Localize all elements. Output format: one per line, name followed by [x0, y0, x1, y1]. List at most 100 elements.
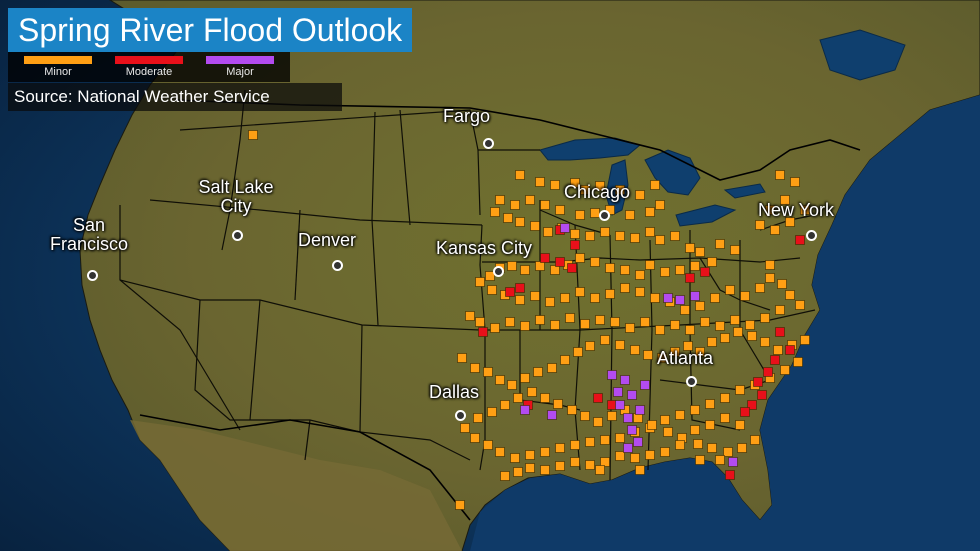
city-label-dallas: Dallas [429, 382, 480, 402]
minor-flood-marker [630, 233, 640, 243]
minor-flood-marker [525, 450, 535, 460]
minor-flood-marker [723, 447, 733, 457]
city-marker-salt-lake-city [232, 230, 243, 241]
minor-flood-marker [707, 443, 717, 453]
minor-flood-marker [585, 437, 595, 447]
minor-flood-marker [745, 320, 755, 330]
minor-flood-marker [635, 465, 645, 475]
legend-swatch-major [206, 56, 274, 64]
minor-flood-marker [760, 313, 770, 323]
canada-us-border [174, 99, 861, 181]
minor-flood-marker [720, 413, 730, 423]
minor-flood-marker [710, 293, 720, 303]
minor-flood-marker [595, 465, 605, 475]
minor-flood-marker [600, 457, 610, 467]
minor-flood-marker [585, 341, 595, 351]
minor-flood-marker [565, 313, 575, 323]
legend: Minor Moderate Major [8, 52, 290, 82]
minor-flood-marker [527, 387, 537, 397]
minor-flood-marker [515, 217, 525, 227]
minor-flood-marker [505, 317, 515, 327]
minor-flood-marker [600, 435, 610, 445]
minor-flood-marker [570, 440, 580, 450]
major-flood-marker [547, 410, 557, 420]
minor-flood-marker [793, 357, 803, 367]
minor-flood-marker [630, 453, 640, 463]
minor-flood-marker [705, 420, 715, 430]
minor-flood-marker [735, 420, 745, 430]
minor-flood-marker [507, 380, 517, 390]
minor-flood-marker [700, 317, 710, 327]
minor-flood-marker [595, 181, 605, 191]
legend-label-moderate: Moderate [125, 66, 173, 78]
moderate-flood-marker [725, 470, 735, 480]
minor-flood-marker [670, 320, 680, 330]
major-flood-markers [520, 223, 738, 467]
major-flood-marker [623, 443, 633, 453]
minor-flood-marker [535, 177, 545, 187]
state-borders [119, 89, 816, 481]
city-marker-new-york [806, 230, 817, 241]
minor-flood-marker [520, 321, 530, 331]
minor-flood-marker [695, 247, 705, 257]
major-flood-marker [633, 437, 643, 447]
minor-flood-marker [530, 221, 540, 231]
moderate-flood-marker [740, 407, 750, 417]
minor-flood-marker [715, 321, 725, 331]
moderate-flood-marker [700, 267, 710, 277]
minor-flood-marker [507, 261, 517, 271]
minor-flood-marker [525, 195, 535, 205]
minor-flood-marker [683, 341, 693, 351]
minor-flood-marker [730, 245, 740, 255]
moderate-flood-marker [505, 287, 515, 297]
moderate-flood-marker [540, 253, 550, 263]
minor-flood-marker [487, 285, 497, 295]
minor-flood-marker [635, 270, 645, 280]
major-flood-marker [520, 405, 530, 415]
minor-flood-marker [675, 265, 685, 275]
minor-flood-marker [643, 350, 653, 360]
moderate-flood-marker [747, 400, 757, 410]
minor-flood-marker [487, 407, 497, 417]
moderate-flood-marker [753, 377, 763, 387]
minor-flood-marker [660, 447, 670, 457]
minor-flood-marker [457, 353, 467, 363]
minor-flood-marker [657, 353, 667, 363]
minor-flood-marker [615, 185, 625, 195]
legend-item-moderate: Moderate [115, 56, 183, 78]
minor-flood-marker [733, 327, 743, 337]
minor-flood-marker [625, 323, 635, 333]
minor-flood-marker [615, 231, 625, 241]
great-lakes [539, 29, 906, 227]
moderate-flood-marker [567, 263, 577, 273]
minor-flood-marker [695, 347, 705, 357]
minor-flood-marker [675, 440, 685, 450]
minor-flood-marker [540, 393, 550, 403]
minor-flood-marker [655, 325, 665, 335]
minor-flood-marker [455, 500, 465, 510]
minor-flood-marker [693, 439, 703, 449]
minor-flood-marker [500, 471, 510, 481]
major-flood-marker [615, 400, 625, 410]
minor-flood-marker [635, 190, 645, 200]
minor-flood-marker [680, 305, 690, 315]
legend-label-minor: Minor [44, 66, 72, 78]
minor-flood-marker [635, 287, 645, 297]
minor-flood-marker [770, 225, 780, 235]
minor-flood-marker [543, 227, 553, 237]
legend-item-major: Major [206, 56, 274, 78]
major-flood-marker [627, 390, 637, 400]
minor-flood-marker [533, 367, 543, 377]
minor-flood-marker [695, 455, 705, 465]
minor-flood-marker [473, 413, 483, 423]
minor-flood-marker [690, 425, 700, 435]
minor-flood-marker [730, 315, 740, 325]
minor-flood-marker [495, 195, 505, 205]
major-flood-marker [640, 380, 650, 390]
minor-flood-marker [573, 347, 583, 357]
legend-swatch-minor [24, 56, 92, 64]
minor-flood-marker [765, 260, 775, 270]
minor-flood-marker [470, 363, 480, 373]
minor-flood-marker [545, 297, 555, 307]
